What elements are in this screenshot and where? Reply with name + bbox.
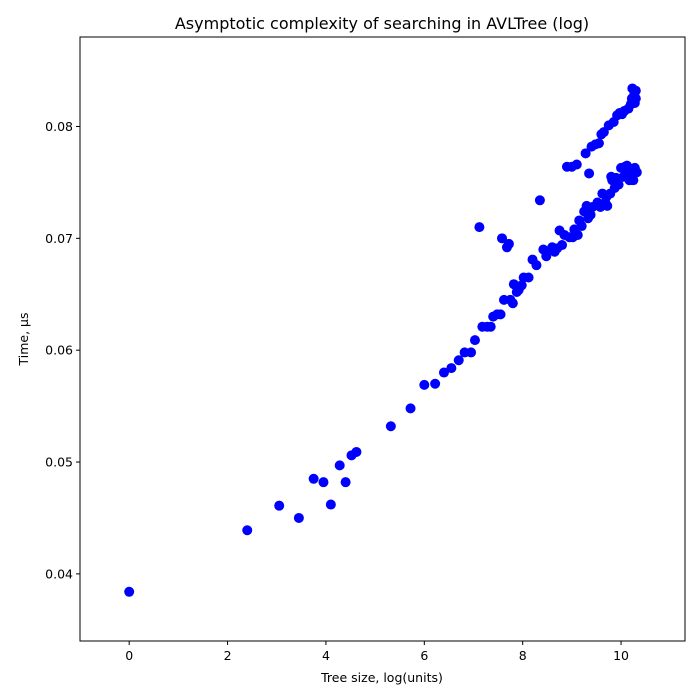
data-point [572, 229, 583, 240]
data-point [340, 477, 351, 488]
data-point [419, 379, 430, 390]
x-tick-label: 0 [125, 648, 133, 663]
x-tick-label: 10 [613, 648, 629, 663]
data-point [624, 168, 635, 179]
data-point [571, 159, 582, 170]
data-point [584, 168, 595, 179]
data-point [531, 260, 542, 271]
data-point [613, 179, 624, 190]
plot-frame [79, 36, 686, 642]
data-points [124, 83, 642, 597]
y-axis-ticks: 0.04 0.05 0.06 0.07 0.08 [45, 119, 80, 581]
x-axis-ticks: 0 2 4 6 8 10 [125, 641, 629, 663]
data-point [593, 138, 604, 149]
y-axis-label: Time, µs [16, 312, 31, 366]
x-tick-label: 2 [224, 648, 232, 663]
data-point [629, 97, 640, 108]
data-point [318, 477, 329, 488]
data-point [503, 238, 514, 249]
data-point [580, 148, 591, 159]
data-point [430, 378, 441, 389]
data-point [497, 233, 508, 244]
data-point [446, 363, 457, 374]
data-point [438, 367, 449, 378]
data-point [124, 586, 135, 597]
chart-title: Asymptotic complexity of searching in AV… [175, 14, 589, 33]
data-point [242, 525, 253, 536]
data-point [469, 335, 480, 346]
data-point [405, 403, 416, 414]
data-point [474, 222, 485, 233]
data-point [274, 500, 285, 511]
data-point [485, 321, 496, 332]
data-point [602, 200, 613, 211]
data-point [351, 446, 362, 457]
data-point [585, 209, 596, 220]
data-point [516, 280, 527, 291]
data-point [534, 195, 545, 206]
y-tick-label: 0.08 [45, 119, 73, 134]
data-point [507, 298, 518, 309]
data-point [325, 499, 336, 510]
data-point [466, 347, 477, 358]
y-tick-label: 0.06 [45, 343, 73, 358]
x-tick-label: 4 [322, 648, 330, 663]
data-point [495, 309, 506, 320]
y-tick-label: 0.04 [45, 566, 73, 581]
x-tick-label: 6 [420, 648, 428, 663]
data-point [385, 421, 396, 432]
x-tick-label: 8 [519, 648, 527, 663]
y-tick-label: 0.05 [45, 455, 73, 470]
data-point [293, 512, 304, 523]
data-point [308, 473, 319, 484]
data-point [630, 85, 641, 96]
data-point [557, 240, 568, 251]
data-point [334, 460, 345, 471]
data-point [576, 221, 587, 232]
data-point [523, 272, 534, 283]
x-axis-label: Tree size, log(units) [320, 670, 443, 685]
y-tick-label: 0.07 [45, 231, 73, 246]
data-point [453, 355, 464, 366]
